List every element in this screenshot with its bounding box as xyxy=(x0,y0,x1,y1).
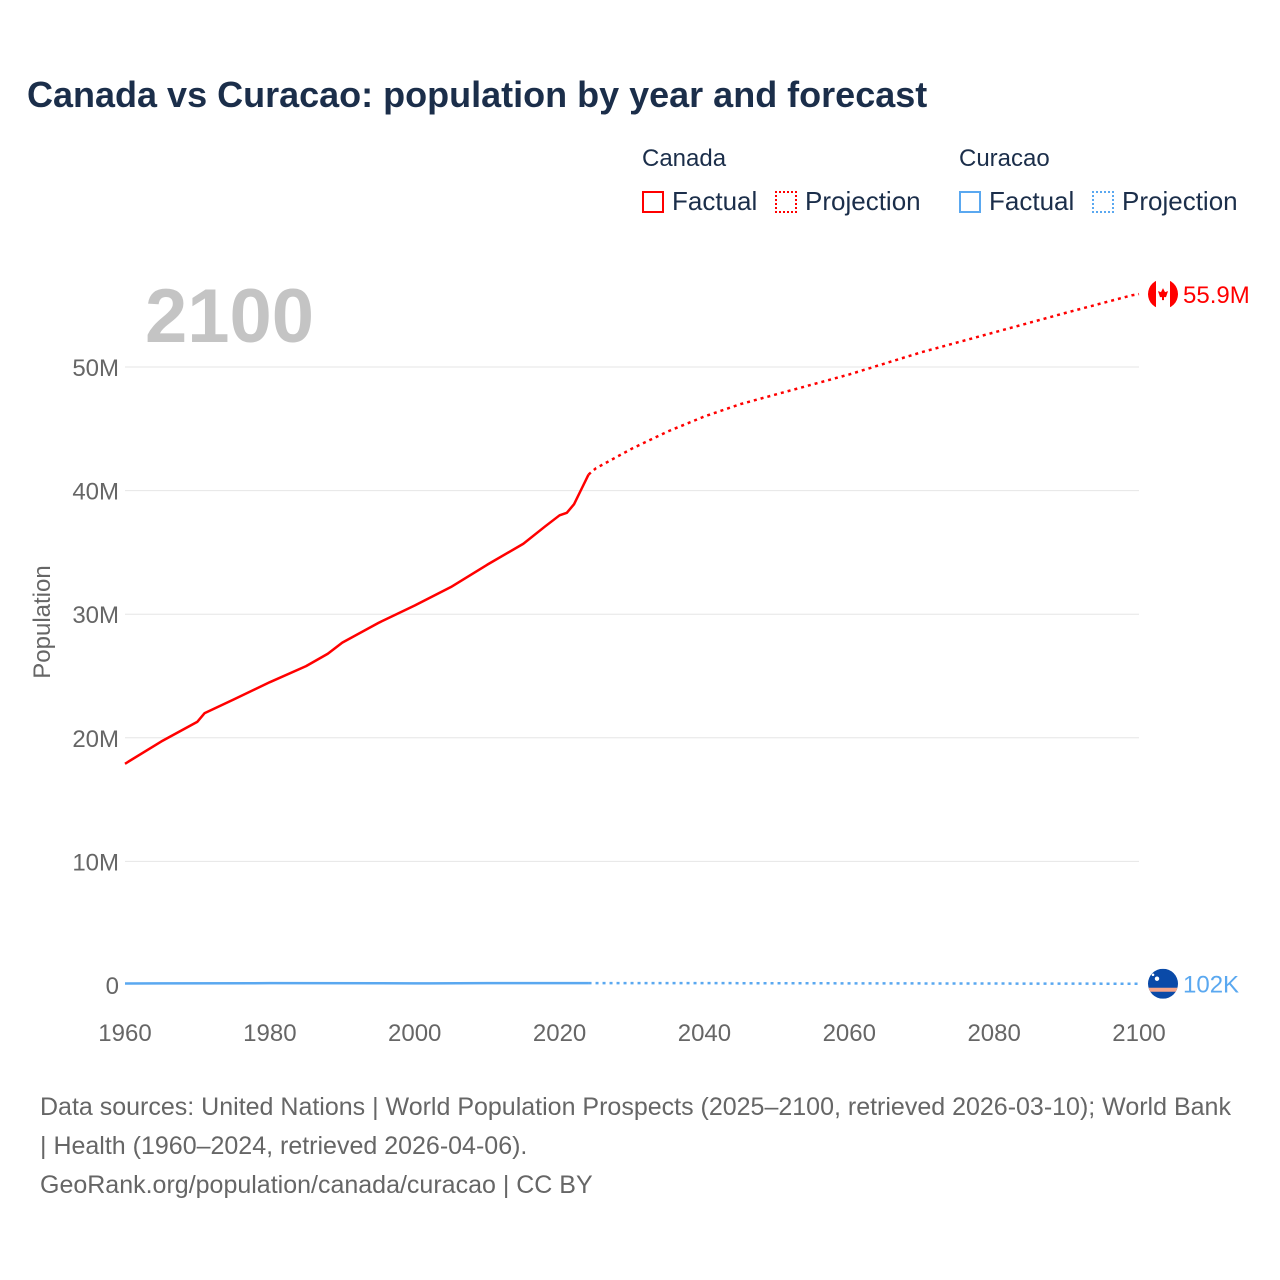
legend-label: Projection xyxy=(805,186,921,216)
curacao-flag-icon xyxy=(1148,968,1178,999)
x-tick-label: 2040 xyxy=(678,1020,731,1047)
legend-label: Projection xyxy=(1122,186,1238,216)
canada-projection-line xyxy=(587,292,1140,476)
credit-link[interactable]: GeoRank.org/population/canada/curacao | … xyxy=(40,1171,593,1199)
x-tick-label: 2000 xyxy=(388,1020,441,1047)
swatch-solid-icon xyxy=(642,190,664,213)
y-tick-label: 50M xyxy=(72,355,119,382)
data-sources: Data sources: United Nations | World Pop… xyxy=(40,1093,1231,1160)
footer: Data sources: United Nations | World Pop… xyxy=(40,1088,1240,1205)
x-tick-label: 2020 xyxy=(533,1020,586,1047)
y-tick-label: 20M xyxy=(72,726,119,753)
legend-curacao-factual[interactable]: Factual xyxy=(959,186,1074,217)
chart-title: Canada vs Curacao: population by year an… xyxy=(27,74,928,115)
legend-label: Factual xyxy=(989,186,1075,216)
x-tick-label: 2060 xyxy=(823,1020,876,1047)
x-tick-label: 2100 xyxy=(1112,1020,1165,1047)
swatch-dotted-icon xyxy=(1092,190,1114,213)
y-tick-label: 40M xyxy=(72,479,119,506)
x-tick-label: 1960 xyxy=(98,1020,151,1047)
y-tick-label: 0 xyxy=(106,973,119,1000)
curacao-end-label: 102K xyxy=(1183,972,1239,999)
legend-canada-factual[interactable]: Factual xyxy=(642,186,757,217)
y-tick-label: 30M xyxy=(72,602,119,629)
legend-label: Factual xyxy=(672,186,758,216)
y-axis-label: Population xyxy=(29,565,56,678)
canada-end-label: 55.9M xyxy=(1183,282,1250,309)
canada-factual-line xyxy=(124,473,590,765)
legend-canada-projection[interactable]: Projection xyxy=(775,186,921,217)
year-watermark: 2100 xyxy=(145,274,314,359)
legend-group-canada: Canada xyxy=(642,145,727,172)
canada-flag-icon xyxy=(1148,279,1178,310)
x-tick-label: 2080 xyxy=(967,1020,1020,1047)
y-tick-label: 10M xyxy=(72,849,119,876)
x-tick-label: 1980 xyxy=(243,1020,296,1047)
legend-curacao-projection[interactable]: Projection xyxy=(1092,186,1238,217)
swatch-solid-icon xyxy=(959,190,981,213)
legend-group-curacao: Curacao xyxy=(959,145,1050,172)
curacao-projection-line xyxy=(588,981,1140,985)
swatch-dotted-icon xyxy=(775,190,797,213)
